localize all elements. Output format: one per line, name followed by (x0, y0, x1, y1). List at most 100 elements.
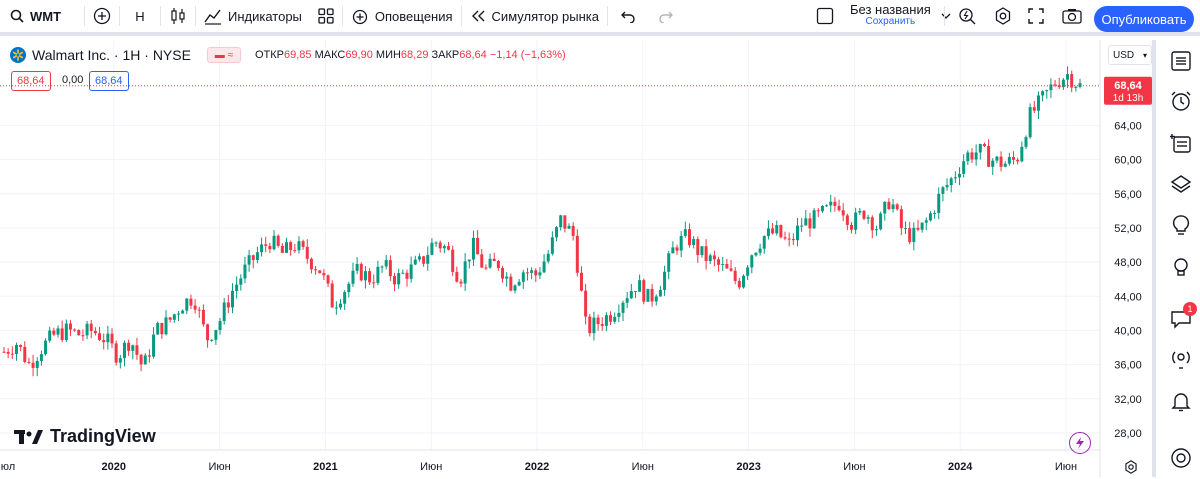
high-value: 69,90 (345, 49, 373, 61)
candle-body (833, 201, 837, 206)
candle-body (866, 217, 870, 219)
candle-body (754, 252, 758, 256)
candle-body (1036, 95, 1040, 111)
candle-body (966, 152, 970, 162)
time-tick-label: 2020 (102, 461, 126, 473)
indicators-label: Индикаторы (228, 8, 302, 24)
candle-body (467, 259, 471, 262)
publish-button[interactable]: Опубликовать (1094, 6, 1194, 32)
low-value: 68,29 (400, 49, 429, 61)
candle-body (160, 322, 164, 335)
axis-settings-button[interactable] (1124, 460, 1140, 476)
candle-body (729, 268, 733, 271)
candle-body (305, 246, 309, 259)
candle-body (1053, 84, 1057, 86)
symbol-label: WMT (30, 8, 62, 24)
alarm-clock-plus-icon (351, 7, 369, 25)
candle-body (1003, 163, 1007, 167)
object-tree-button[interactable] (1168, 130, 1194, 156)
undo-button[interactable] (608, 0, 648, 34)
candle-body (376, 266, 380, 283)
layout-menu[interactable]: Без названия Сохранить (808, 0, 959, 34)
price-tick-label: 60,00 (1114, 155, 1142, 167)
candle-body (588, 316, 592, 334)
candle-body (206, 324, 210, 341)
candle-body (480, 254, 484, 268)
snapshot-button[interactable] (1054, 0, 1090, 34)
candle-body (675, 247, 679, 251)
candle-body (52, 330, 56, 335)
candle-body (164, 317, 168, 335)
legend-eye-toggle[interactable]: ▬ ≈ (206, 47, 241, 63)
candle-body (521, 272, 525, 282)
compare-button[interactable] (85, 0, 119, 34)
candle-body (563, 215, 567, 229)
watchlist-button[interactable] (1168, 48, 1194, 74)
settings-button[interactable] (986, 0, 1020, 34)
templates-button[interactable] (310, 0, 342, 34)
lightning-search-icon (958, 7, 976, 25)
candle-body (1020, 146, 1024, 162)
candle-body (679, 235, 683, 251)
candle-body (841, 210, 845, 216)
notifications-button[interactable] (1168, 388, 1194, 414)
interval-button[interactable]: Н (120, 0, 160, 34)
help-button[interactable] (1168, 445, 1194, 471)
symbol-search[interactable]: WMT (0, 0, 84, 34)
replay-button[interactable]: Симулятор рынка (462, 0, 607, 34)
alerts-button[interactable]: Оповещения (343, 0, 461, 34)
candle-body (758, 248, 762, 253)
candle-body (700, 246, 704, 255)
layout-save[interactable]: Сохранить (865, 16, 916, 27)
streams-button[interactable] (1168, 346, 1194, 372)
lightning-button[interactable] (1069, 432, 1091, 454)
candle-body (127, 342, 131, 351)
candle-body (596, 317, 600, 325)
candle-body (837, 205, 841, 211)
watermark-text: TradingView (50, 426, 156, 446)
currency-selector[interactable]: USD ▾ (1108, 45, 1152, 65)
close-value: 68,64 (459, 49, 487, 61)
candle-body (525, 272, 529, 274)
candle-body (1028, 107, 1032, 138)
candle-body (276, 235, 280, 246)
symbol-legend: Walmart Inc. · 1H · NYSE ▬ ≈ ОТКР69,85 МА… (10, 47, 566, 63)
open-label: ОТКР (254, 49, 284, 61)
candle-body (289, 242, 293, 251)
price-tick-label: 52,00 (1114, 223, 1142, 235)
tips-button[interactable] (1168, 254, 1194, 280)
legend-title[interactable]: Walmart Inc. · 1H · NYSE (32, 47, 191, 63)
ideas-button[interactable] (1168, 212, 1194, 238)
time-tick-label: Июн (1055, 461, 1077, 473)
buy-button[interactable]: 68,64 (89, 71, 129, 91)
candle-body (314, 269, 318, 271)
candle-body (1045, 90, 1049, 92)
candle-body (916, 227, 920, 230)
ohlc-values: ОТКР69,85 МАКС69,90 МИН68,29 ЗАКР68,64 −… (255, 49, 566, 61)
chart-pane[interactable]: 64,00 60,00 56,00 52,00 48,00 44,00 40,00 36,00… (0, 40, 1156, 477)
sell-button[interactable]: 68,64 (11, 71, 51, 91)
search-icon (10, 9, 24, 23)
chart-type-button[interactable] (161, 0, 195, 34)
candle-body (604, 315, 608, 326)
chevron-down-icon: ▾ (1142, 50, 1147, 60)
indicators-button[interactable]: Индикаторы (196, 0, 310, 34)
candle-body (343, 292, 347, 304)
candle-body (372, 282, 376, 284)
candle-body (48, 330, 52, 341)
candle-body (904, 228, 908, 230)
quick-search-button[interactable] (950, 0, 984, 34)
time-tick-label: юл (1, 461, 15, 473)
candle-body (746, 267, 750, 276)
fullscreen-button[interactable] (1020, 0, 1052, 34)
candle-body (326, 275, 330, 284)
candle-body (771, 228, 775, 234)
redo-button[interactable] (648, 0, 684, 34)
candle-body (987, 145, 991, 167)
candle-body (646, 288, 650, 302)
alerts-panel-button[interactable] (1168, 88, 1194, 114)
candle-body (114, 343, 118, 363)
layers-button[interactable] (1168, 171, 1194, 197)
price-chart[interactable]: 64,00 60,00 56,00 52,00 48,00 44,00 40,00 36,00… (0, 40, 1156, 477)
last-price-label: 68,64 (1114, 80, 1142, 92)
